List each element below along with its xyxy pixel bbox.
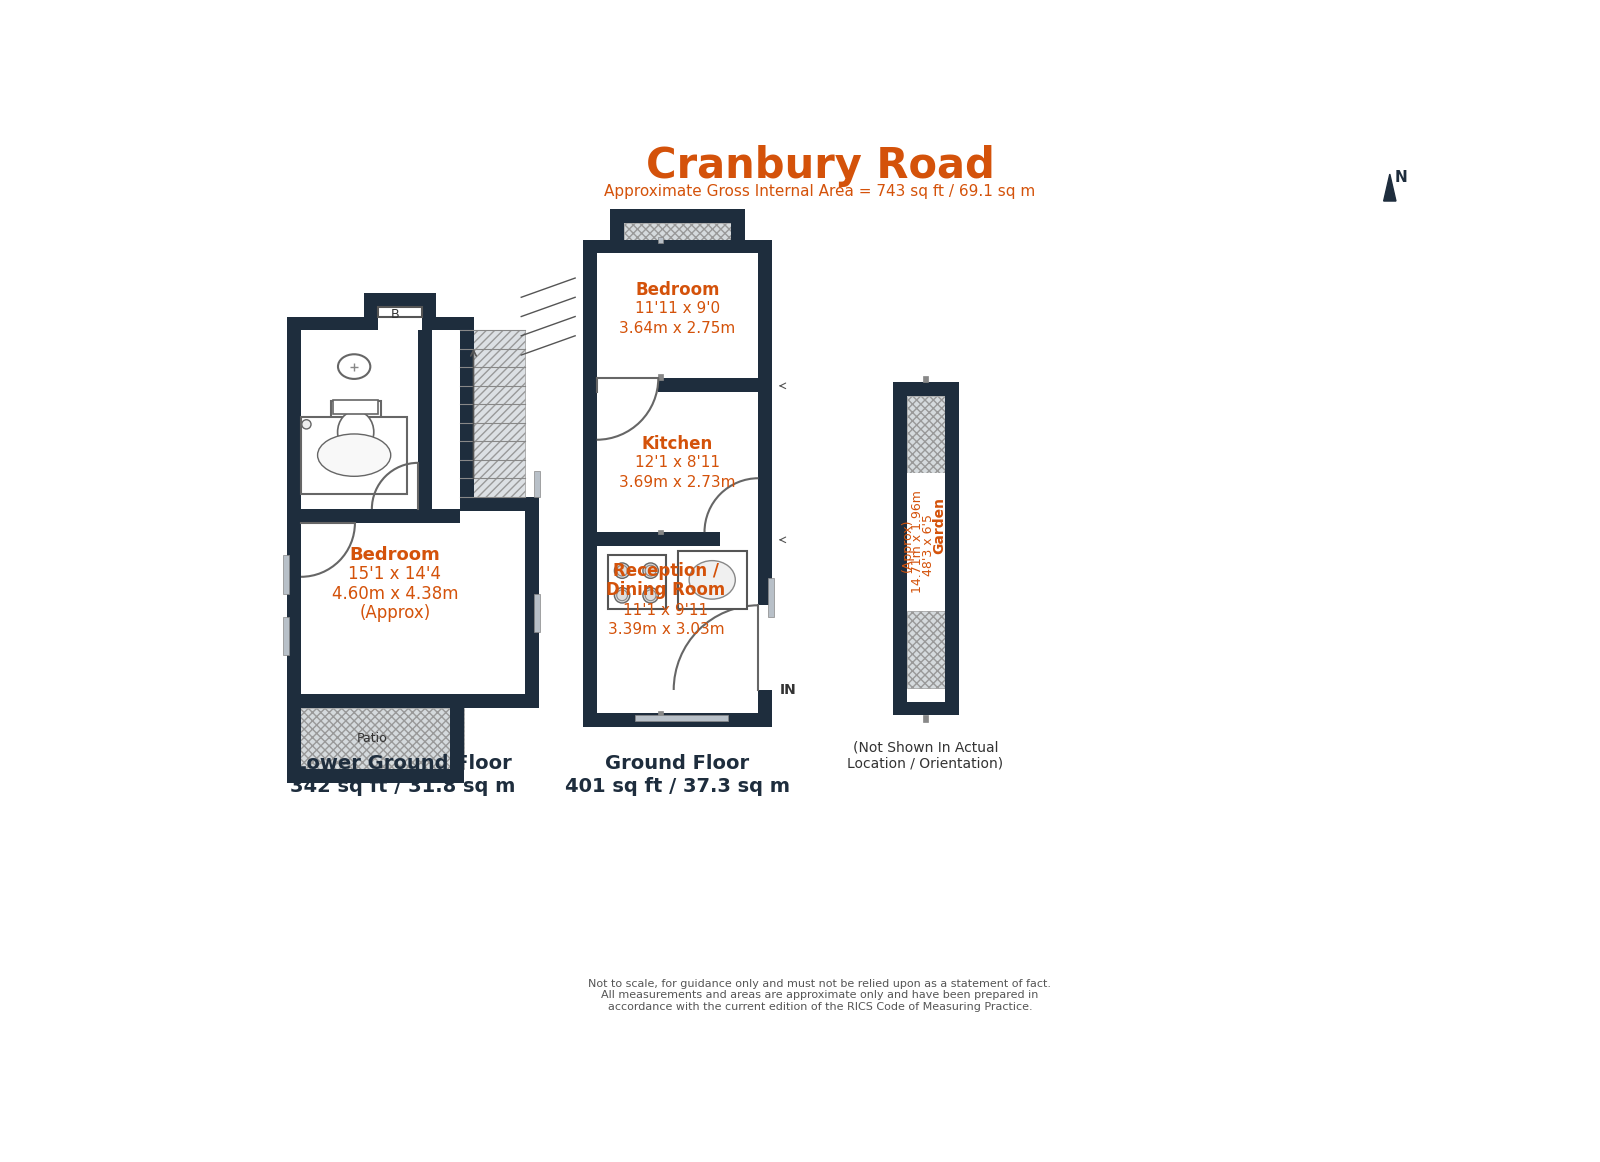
Bar <box>610 209 746 223</box>
Text: Ground Floor: Ground Floor <box>605 754 750 773</box>
Bar <box>418 330 432 509</box>
Circle shape <box>614 562 630 579</box>
Ellipse shape <box>338 411 374 453</box>
Bar <box>658 373 662 380</box>
Bar <box>459 330 525 496</box>
Bar <box>333 401 378 415</box>
Bar <box>378 307 422 316</box>
Bar <box>731 209 746 253</box>
Text: 342 sq ft / 31.8 sq m: 342 sq ft / 31.8 sq m <box>290 776 515 796</box>
Text: Not to scale, for guidance only and must not be relied upon as a statement of fa: Not to scale, for guidance only and must… <box>589 978 1051 1012</box>
Text: 14.71m x 1.96m: 14.71m x 1.96m <box>912 490 925 593</box>
Bar <box>286 694 539 708</box>
Bar <box>286 769 464 783</box>
Bar <box>365 294 378 330</box>
Bar <box>768 579 774 617</box>
Text: N: N <box>1394 171 1406 186</box>
Bar <box>677 552 747 609</box>
Bar <box>624 223 731 239</box>
Text: 3.69m x 2.73m: 3.69m x 2.73m <box>619 474 736 489</box>
Bar <box>286 509 459 523</box>
Bar <box>286 316 301 694</box>
Text: 4.60m x 4.38m: 4.60m x 4.38m <box>331 584 458 603</box>
Bar <box>451 708 464 769</box>
Text: 11'11 x 9'0: 11'11 x 9'0 <box>635 301 720 316</box>
Polygon shape <box>1384 174 1395 201</box>
Bar <box>582 532 773 546</box>
Bar <box>525 510 539 694</box>
Bar <box>286 708 464 769</box>
Bar <box>893 702 958 716</box>
Ellipse shape <box>690 560 736 600</box>
Bar <box>301 417 406 494</box>
Bar <box>534 471 541 497</box>
Bar <box>422 316 459 330</box>
Text: IN: IN <box>779 683 797 697</box>
Bar <box>283 555 288 594</box>
Text: (Approx): (Approx) <box>901 518 914 572</box>
Bar <box>944 382 958 716</box>
Bar <box>758 239 773 713</box>
Text: Kitchen: Kitchen <box>642 435 714 452</box>
Bar <box>610 209 624 253</box>
Bar <box>459 316 474 510</box>
Text: (Approx): (Approx) <box>360 604 430 622</box>
Bar <box>758 605 773 690</box>
Bar <box>331 401 381 459</box>
Text: B: B <box>390 308 400 322</box>
Text: Garden: Garden <box>933 497 946 554</box>
Ellipse shape <box>338 354 370 379</box>
Bar <box>582 713 773 727</box>
Text: Patio: Patio <box>357 732 387 745</box>
Bar <box>893 382 907 716</box>
Bar <box>608 555 666 609</box>
Bar <box>365 294 435 307</box>
Bar <box>893 382 958 396</box>
Bar <box>658 530 662 535</box>
Bar <box>286 708 301 769</box>
Text: Reception /: Reception / <box>613 561 718 580</box>
Bar <box>720 532 758 546</box>
Bar <box>658 711 662 716</box>
Bar <box>582 378 773 392</box>
Bar <box>907 396 944 473</box>
Bar <box>907 473 944 611</box>
Bar <box>534 594 541 632</box>
Bar <box>923 375 928 382</box>
Text: Cranbury Road: Cranbury Road <box>645 145 995 187</box>
Bar <box>658 237 662 243</box>
Bar <box>582 239 773 253</box>
Text: Bedroom: Bedroom <box>349 546 440 565</box>
Text: 3.64m x 2.75m: 3.64m x 2.75m <box>619 321 736 336</box>
Text: 401 sq ft / 37.3 sq m: 401 sq ft / 37.3 sq m <box>565 776 790 796</box>
Text: 48'3 x 6'5: 48'3 x 6'5 <box>922 515 934 576</box>
Text: 12'1 x 8'11: 12'1 x 8'11 <box>635 456 720 471</box>
Circle shape <box>614 588 630 603</box>
Bar <box>459 496 539 510</box>
Bar <box>907 611 944 688</box>
Circle shape <box>643 588 658 603</box>
Bar <box>597 378 658 392</box>
Bar <box>635 715 728 720</box>
Bar <box>286 316 365 330</box>
Circle shape <box>643 562 658 579</box>
Bar <box>582 239 597 713</box>
Text: 11'1 x 9'11: 11'1 x 9'11 <box>624 603 709 618</box>
Text: Dining Room: Dining Room <box>606 581 726 598</box>
Text: Approximate Gross Internal Area = 743 sq ft / 69.1 sq m: Approximate Gross Internal Area = 743 sq… <box>605 185 1035 200</box>
Bar <box>923 716 928 722</box>
Text: 15'1 x 14'4: 15'1 x 14'4 <box>349 566 442 583</box>
Circle shape <box>302 419 310 429</box>
Text: Bedroom: Bedroom <box>635 280 720 299</box>
Bar <box>422 294 435 330</box>
Text: 3.39m x 3.03m: 3.39m x 3.03m <box>608 623 725 638</box>
Text: Lower Ground Floor: Lower Ground Floor <box>294 754 512 773</box>
Bar <box>283 617 288 655</box>
Ellipse shape <box>317 433 390 476</box>
Text: (Not Shown In Actual
Location / Orientation): (Not Shown In Actual Location / Orientat… <box>848 740 1003 770</box>
